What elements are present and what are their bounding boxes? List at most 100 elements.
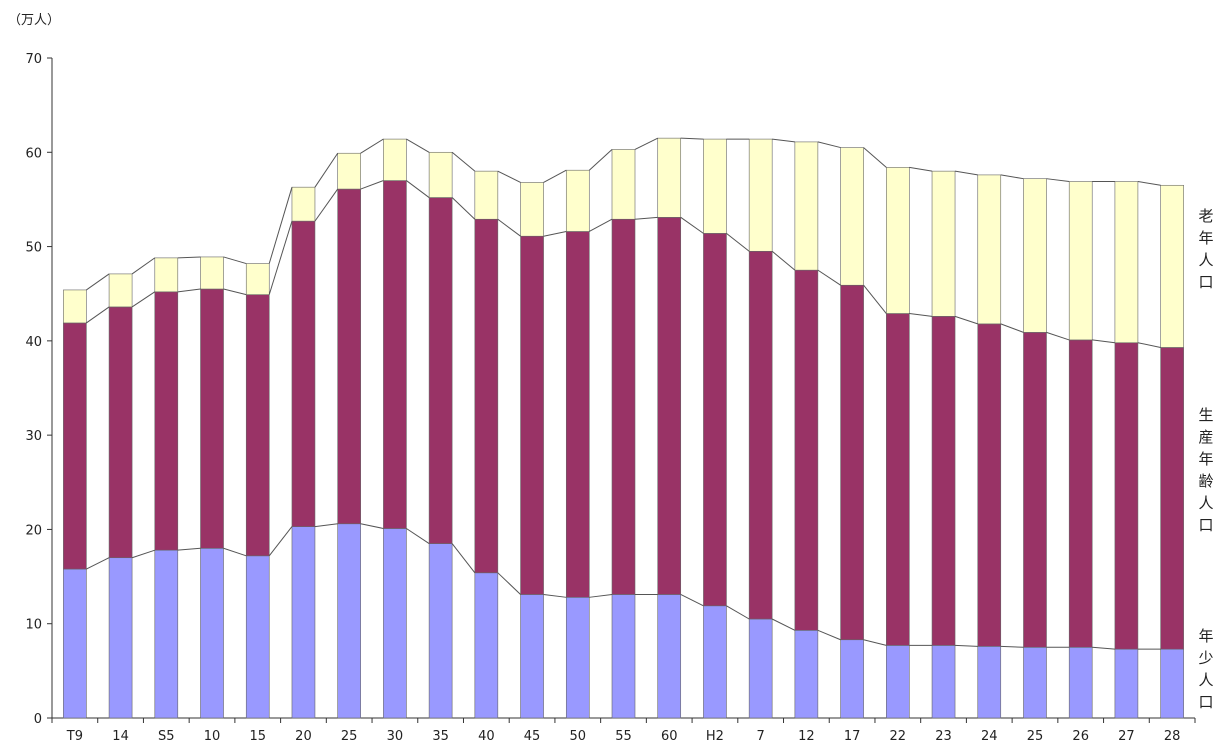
connector-line [86,306,110,324]
bar-segment [886,313,910,646]
connector-line [680,137,704,140]
bar-segment [657,217,682,595]
bar-segment [931,316,956,646]
bar-segment [703,233,727,607]
connector-line [543,593,567,598]
x-tick-label: H2 [706,729,724,744]
connector-line [268,220,293,295]
bar-segment [108,557,133,719]
bar-segment [474,170,499,220]
bar-segment [657,137,682,218]
connector-line [1046,331,1070,341]
connector-line [1137,181,1161,186]
connector-line [177,288,201,293]
x-tick-label: 28 [1164,729,1181,744]
y-tick-label: 0 [34,712,42,727]
bar-segment [1068,339,1093,648]
connector-line [451,543,476,574]
x-tick-label: S5 [158,729,175,744]
y-tick-label: 70 [25,52,42,67]
connector-line [360,523,384,529]
bar-segment [291,220,316,527]
bar-segment [565,231,590,598]
bar-segment [1114,342,1139,650]
connector-line [1000,174,1024,180]
bar-segment [428,543,453,719]
connector-line [909,313,933,317]
bar-segment [886,167,910,314]
old-label-char: 年 [1198,229,1214,247]
x-tick-label: 20 [295,729,312,744]
x-tick-label: 35 [432,729,449,744]
bar-segment [703,605,727,719]
connector-line [223,547,247,557]
bar-segment [520,235,544,595]
connector-line [360,138,384,154]
x-tick-label: 15 [249,729,266,744]
connector-line [680,216,704,234]
working-population-label: 生 産 年 齢 人 口 [1196,404,1216,536]
connector-line [451,197,476,220]
bar-segment [748,138,773,252]
x-tick-label: 60 [661,729,678,744]
connector-line [131,549,155,559]
connector-line [634,137,658,150]
bar-segment [1160,184,1184,348]
bar-segment [337,523,361,719]
x-tick-label: 24 [981,729,998,744]
connector-line [863,147,887,168]
bar-segment [1068,646,1093,719]
bar-segment [1023,178,1047,333]
connector-line [497,572,521,595]
bar-segment [794,141,819,271]
connector-line [1092,646,1115,650]
connector-line [131,291,156,308]
young-label-char: 人 [1198,671,1214,689]
connector-line [177,547,201,551]
connector-line [86,273,110,291]
connector-line [817,141,841,149]
y-tick-label: 20 [25,523,42,538]
connector-line [1046,178,1070,183]
x-tick-label: 25 [1027,729,1044,744]
connector-line [588,149,613,171]
bar-segment [1114,181,1139,344]
bar-segment [611,149,636,220]
bar-segment [154,257,179,293]
bar-segment [1023,646,1047,719]
connector-line [1137,342,1161,348]
connector-line [589,593,613,598]
bar-segment [611,594,636,719]
connector-line [451,151,476,172]
connector-line [177,256,201,259]
connector-line [314,152,339,188]
connector-line [86,557,110,570]
connector-line [131,257,156,275]
bar-segment [1160,347,1184,650]
bar-segment [200,547,224,719]
bar-segment [108,273,133,308]
bar-segment [474,218,499,574]
old-label-char: 老 [1198,207,1214,225]
bar-segment [703,138,727,234]
young-label-char: 年 [1198,627,1214,645]
bar-segment [63,568,87,719]
x-tick-label: 30 [387,729,404,744]
bar-segment [1160,648,1184,719]
bar-segment [245,294,270,557]
bar-segment [383,528,407,719]
x-tick-label: 22 [890,729,907,744]
bar-segment [931,170,956,317]
y-tick-label: 50 [25,241,42,256]
connector-line [268,187,293,264]
x-tick-label: 25 [341,729,358,744]
bar-segment [611,218,636,595]
connector-line [817,269,841,286]
bar-segment [291,526,316,719]
connector-line [634,216,658,220]
bar-segment [520,182,544,237]
connector-line [726,605,750,620]
bar-segment [291,186,316,222]
x-tick-label: T9 [66,729,83,744]
